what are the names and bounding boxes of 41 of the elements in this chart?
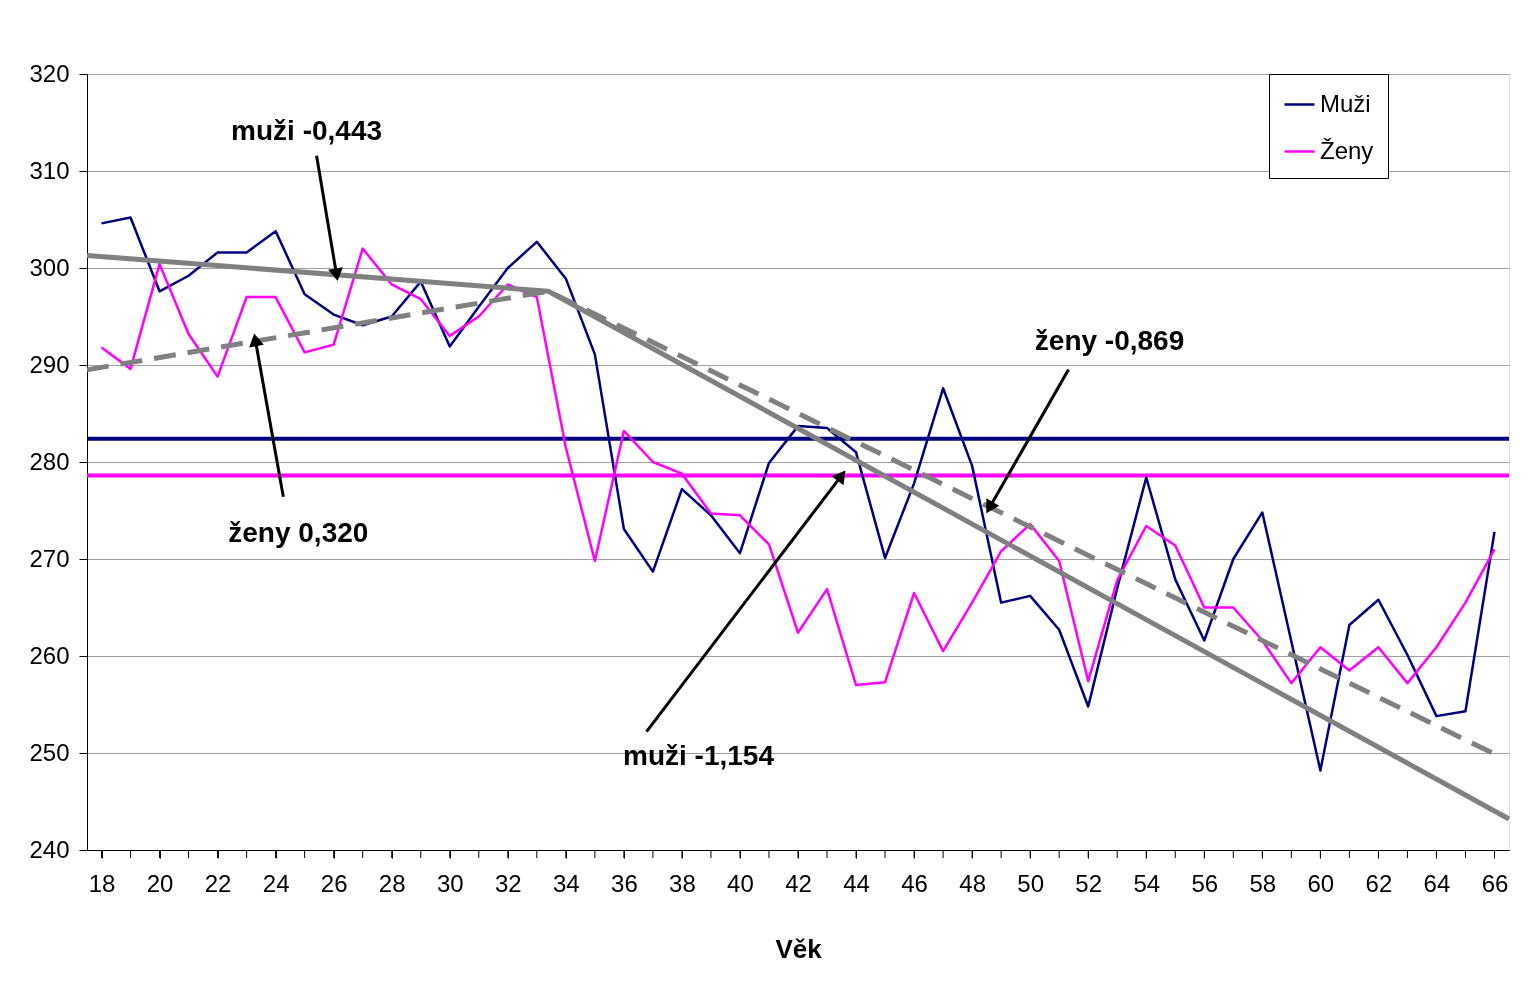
y-tick-label: 300 <box>29 253 70 281</box>
y-tick-label: 320 <box>29 59 70 87</box>
x-tick-label: 60 <box>1307 869 1335 897</box>
x-tick-label: 40 <box>727 869 754 897</box>
x-tick-label: 46 <box>901 869 928 897</box>
x-tick-label: 58 <box>1249 869 1277 897</box>
x-tick-label: 54 <box>1133 869 1161 897</box>
x-tick-label: 30 <box>436 869 464 897</box>
x-tick-label: 66 <box>1481 869 1509 897</box>
y-tick-label: 310 <box>29 156 70 184</box>
x-tick-label: 52 <box>1075 869 1103 897</box>
x-tick-label: 22 <box>204 869 232 897</box>
x-tick-label: 50 <box>1017 869 1045 897</box>
y-tick-label: 290 <box>29 350 70 378</box>
x-tick-label: 48 <box>959 869 986 897</box>
y-tick-label: 250 <box>29 738 70 766</box>
x-tick-label: 36 <box>611 869 638 897</box>
x-tick-label: 34 <box>552 869 580 897</box>
x-axis-title: Věk <box>775 933 823 964</box>
x-tick-label: 44 <box>843 869 870 897</box>
legend-label: Ženy <box>1320 136 1374 164</box>
annotation: muži -0,443 <box>231 114 383 146</box>
annotation: ženy 0,320 <box>228 516 369 548</box>
x-tick-label: 20 <box>146 869 174 897</box>
x-tick-label: 64 <box>1423 869 1451 897</box>
x-tick-label: 28 <box>378 869 406 897</box>
x-tick-label: 38 <box>669 869 696 897</box>
y-tick-label: 240 <box>29 835 70 863</box>
annotation: muži -1,154 <box>623 739 775 771</box>
y-tick-label: 260 <box>29 641 70 669</box>
x-tick-label: 32 <box>494 869 522 897</box>
x-tick-label: 26 <box>320 869 348 897</box>
legend-label: Muži <box>1320 89 1371 117</box>
y-tick-label: 280 <box>29 447 70 475</box>
x-tick-label: 56 <box>1191 869 1219 897</box>
y-tick-label: 270 <box>29 544 70 572</box>
x-tick-label: 18 <box>88 869 116 897</box>
x-tick-label: 62 <box>1365 869 1393 897</box>
x-tick-label: 42 <box>785 869 812 897</box>
x-tick-label: 24 <box>262 869 290 897</box>
annotation: ženy -0,869 <box>1034 324 1185 356</box>
